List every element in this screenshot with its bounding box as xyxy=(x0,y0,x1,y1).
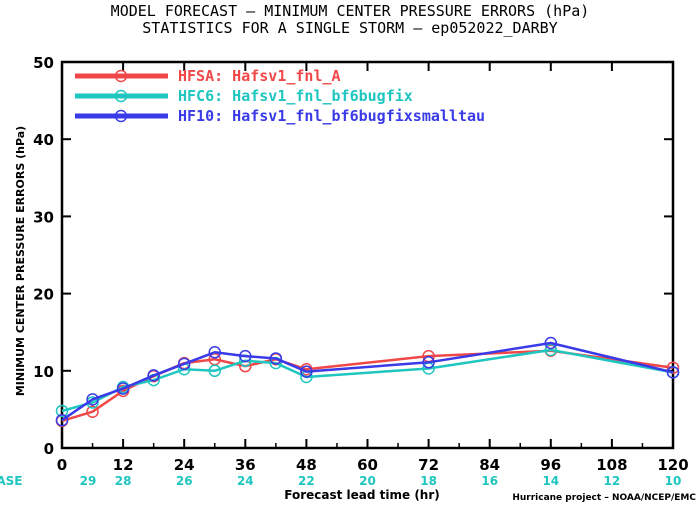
legend-marker xyxy=(114,89,128,103)
data-point xyxy=(86,405,99,418)
data-point xyxy=(544,336,558,350)
data-point xyxy=(239,349,252,363)
legend-marker xyxy=(114,109,128,123)
x-tick-label: 36 xyxy=(235,456,256,474)
y-tick-label: 20 xyxy=(33,286,54,304)
case-count: 22 xyxy=(298,474,315,488)
x-tick-label: 96 xyxy=(540,456,561,474)
chart-subtitle: STATISTICS FOR A SINGLE STORM – ep052022… xyxy=(142,19,557,37)
x-tick-label: 48 xyxy=(296,456,317,474)
data-point xyxy=(116,382,130,395)
case-count: 29 xyxy=(80,474,97,488)
series-2 xyxy=(55,336,680,427)
case-count: 10 xyxy=(665,474,682,488)
y-tick-label: 10 xyxy=(33,363,54,381)
legend-entry: HF10: Hafsv1_fnl_bf6bugfixsmalltau xyxy=(178,107,485,125)
data-point xyxy=(422,356,435,369)
data-point xyxy=(55,404,69,418)
case-count: 20 xyxy=(359,474,376,488)
x-tick-label: 24 xyxy=(174,456,195,474)
x-tick-label: 12 xyxy=(113,456,134,474)
case-count: 28 xyxy=(115,474,132,488)
chart-ticks: 0 12 24 36 48 60 72 84 96 108 120 0 10 20 30 40 50 xyxy=(33,54,689,474)
y-tick-label: 50 xyxy=(33,54,54,72)
case-label: #CASE xyxy=(0,474,23,488)
series-1 xyxy=(55,343,680,418)
data-point xyxy=(86,393,99,406)
y-tick-label: 0 xyxy=(44,440,54,458)
data-point xyxy=(177,357,191,371)
chart-series xyxy=(55,336,680,428)
x-tick-label: 60 xyxy=(357,456,378,474)
data-point xyxy=(147,369,160,382)
chart-title: MODEL FORECAST – MINIMUM CENTER PRESSURE… xyxy=(111,2,590,20)
data-point xyxy=(208,364,221,378)
data-point xyxy=(55,413,69,427)
legend-entry: HFSA: Hafsv1_fnl_A xyxy=(178,67,341,85)
x-tick-label: 108 xyxy=(596,456,627,474)
x-tick-label: 0 xyxy=(57,456,67,474)
x-tick-label: 72 xyxy=(418,456,439,474)
data-point xyxy=(208,346,221,359)
data-point xyxy=(544,343,558,357)
x-axis-label: Forecast lead time (hr) xyxy=(284,488,440,502)
data-point xyxy=(269,352,283,365)
data-point xyxy=(666,361,680,374)
case-count: 16 xyxy=(481,474,498,488)
case-count: 14 xyxy=(542,474,559,488)
legend-marker xyxy=(114,69,128,83)
chart-legend: HFSA: Hafsv1_fnl_A HFC6: Hafsv1_fnl_bf6bu… xyxy=(75,67,485,125)
case-count: 12 xyxy=(604,474,621,488)
y-axis-label: MINIMUM CENTER PRESSURE ERRORS (hPa) xyxy=(14,126,27,396)
case-count: 18 xyxy=(420,474,437,488)
data-point xyxy=(666,366,680,379)
x-tick-label: 84 xyxy=(479,456,500,474)
case-count: 26 xyxy=(176,474,193,488)
data-point xyxy=(300,365,313,378)
y-tick-label: 40 xyxy=(33,131,54,149)
legend-entry: HFC6: Hafsv1_fnl_bf6bugfix xyxy=(178,87,413,105)
case-counts: #CASE 29 28 26 24 22 20 18 16 14 12 10 xyxy=(0,474,681,488)
credit-text: Hurricane project – NOAA/NCEP/EMC xyxy=(512,493,696,503)
y-tick-label: 30 xyxy=(33,208,54,226)
case-count: 24 xyxy=(237,474,254,488)
x-tick-label: 120 xyxy=(657,456,688,474)
